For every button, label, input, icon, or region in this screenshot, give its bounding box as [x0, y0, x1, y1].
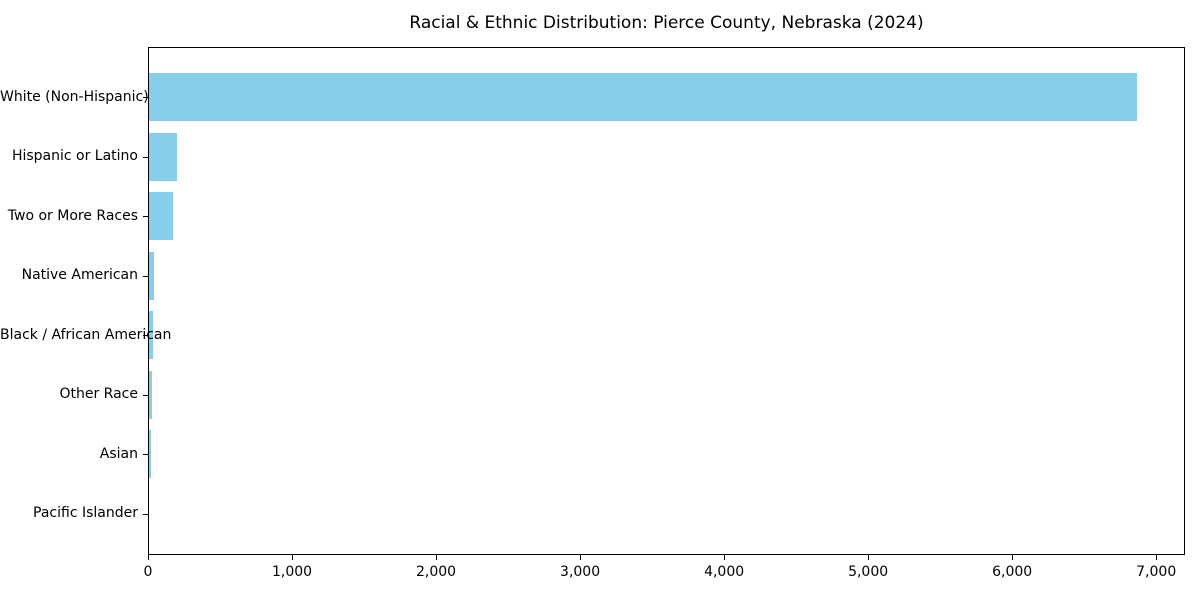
y-axis-category-label: Black / African American	[0, 326, 172, 343]
x-tick-mark	[580, 555, 582, 560]
x-tick-mark	[724, 555, 726, 560]
y-tick-mark	[143, 335, 148, 337]
x-tick-mark	[148, 555, 149, 560]
x-tick-mark	[1012, 555, 1014, 560]
y-tick-mark	[143, 97, 148, 98]
x-axis-tick-label: 7,000	[1136, 564, 1177, 580]
x-axis-tick-label: 1,000	[271, 564, 313, 580]
bar-hispanic-or-latino	[149, 132, 178, 181]
y-axis-category-label: Other Race	[59, 386, 138, 403]
y-axis-category-label: Pacific Islander	[33, 505, 138, 522]
bar-native-american	[149, 251, 154, 300]
y-tick-mark	[143, 216, 148, 218]
y-axis-category-label: Hispanic or Latino	[11, 148, 138, 165]
x-tick-mark	[868, 555, 870, 560]
y-tick-mark	[143, 156, 148, 158]
x-axis-tick-label: 4,000	[704, 564, 745, 580]
x-axis-tick-label: 0	[143, 564, 153, 580]
y-axis-category-label: Two or More Races	[7, 207, 138, 224]
x-tick-mark	[1156, 555, 1158, 560]
x-axis-tick-label: 6,000	[992, 564, 1033, 580]
x-tick-mark	[436, 555, 438, 560]
y-tick-mark	[143, 394, 148, 396]
plot-area	[148, 47, 1185, 555]
y-tick-mark	[143, 513, 148, 515]
y-tick-mark	[143, 275, 148, 277]
x-axis-tick-label: 3,000	[560, 564, 601, 580]
chart-title: Racial & Ethnic Distribution: Pierce Cou…	[409, 13, 924, 33]
bar-asian	[149, 430, 151, 479]
x-axis-tick-label: 5,000	[848, 564, 889, 580]
y-axis-category-label: Native American	[21, 267, 138, 284]
x-tick-mark	[292, 555, 294, 560]
y-tick-mark	[143, 454, 148, 456]
bar-black-african-american	[149, 311, 154, 360]
y-axis-category-label: Asian	[99, 445, 138, 462]
bar-two-or-more-races	[149, 192, 174, 241]
bar-other-race	[149, 370, 152, 419]
x-axis-tick-label: 2,000	[416, 564, 457, 580]
bar-white-non-hispanic	[149, 73, 1138, 121]
y-axis-category-label: White (Non-Hispanic)	[0, 88, 149, 105]
